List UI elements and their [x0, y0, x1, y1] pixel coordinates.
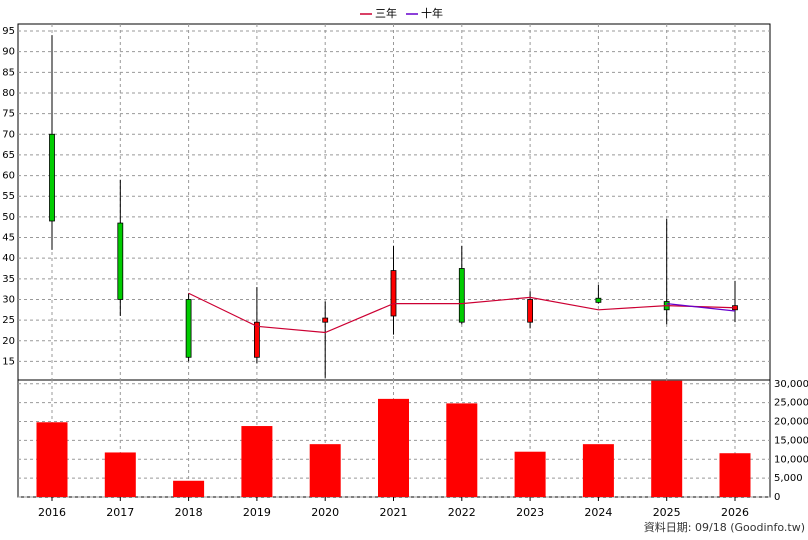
y2-tick-label: 30,000 — [774, 379, 808, 390]
y-tick-label: 20 — [2, 336, 15, 347]
y2-tick-label: 15,000 — [774, 435, 808, 446]
y2-tick-label: 0 — [774, 492, 780, 503]
bar — [651, 380, 683, 497]
y2-tick-label: 5,000 — [774, 473, 803, 484]
y-tick-label: 80 — [2, 88, 15, 99]
x-tick-label: 2017 — [106, 506, 134, 519]
y2-tick-label: 25,000 — [774, 398, 808, 409]
y2-tick-label: 20,000 — [774, 417, 808, 428]
x-tick-label: 2021 — [380, 506, 408, 519]
candle-body — [49, 133, 55, 222]
bar — [514, 451, 546, 497]
y-tick-label: 30 — [2, 294, 15, 305]
x-tick-label: 2023 — [516, 506, 544, 519]
y2-tick-label: 10,000 — [774, 454, 808, 465]
x-tick-label: 2024 — [584, 506, 612, 519]
bar — [241, 426, 273, 497]
candle-body — [185, 299, 192, 358]
y-tick-label: 90 — [2, 47, 15, 58]
candle-body — [527, 299, 533, 323]
candle-body — [117, 222, 124, 300]
y-tick-label: 95 — [2, 26, 15, 37]
y-tick-label: 65 — [2, 150, 15, 161]
footnote: 資料日期: 09/18 (Goodinfo.tw) — [644, 520, 805, 534]
bar — [104, 452, 136, 497]
x-tick-label: 2019 — [243, 506, 271, 519]
bar — [378, 398, 409, 497]
y-tick-label: 15 — [2, 356, 15, 367]
line-series — [188, 292, 736, 334]
y-tick-label: 40 — [2, 253, 15, 264]
y-tick-label: 25 — [2, 315, 15, 326]
x-tick-label: 2025 — [653, 506, 681, 519]
x-tick-label: 2016 — [38, 506, 66, 519]
y-tick-label: 85 — [2, 67, 15, 78]
bar — [446, 403, 478, 497]
bar — [582, 444, 614, 497]
candle-body — [458, 268, 465, 323]
bar — [719, 453, 751, 497]
x-tick-label: 2020 — [311, 506, 339, 519]
candle-body — [595, 297, 602, 303]
y-tick-label: 55 — [2, 191, 15, 202]
candle-body — [253, 321, 260, 358]
bar — [36, 422, 68, 497]
bar — [309, 444, 341, 497]
x-tick-label: 2026 — [721, 506, 749, 519]
line-series — [666, 302, 736, 312]
legend-label: 十年 — [421, 6, 443, 20]
legend-label: 三年 — [375, 6, 397, 20]
y-tick-label: 50 — [2, 212, 15, 223]
x-tick-label: 2022 — [448, 506, 476, 519]
y-tick-label: 45 — [2, 233, 15, 244]
y-tick-label: 60 — [2, 171, 15, 182]
candle-body — [390, 270, 397, 317]
y-tick-label: 35 — [2, 274, 15, 285]
y-tick-label: 70 — [2, 129, 15, 140]
y-tick-label: 75 — [2, 109, 15, 120]
candle-body — [322, 317, 329, 323]
bar — [173, 480, 205, 497]
x-tick-label: 2018 — [175, 506, 203, 519]
